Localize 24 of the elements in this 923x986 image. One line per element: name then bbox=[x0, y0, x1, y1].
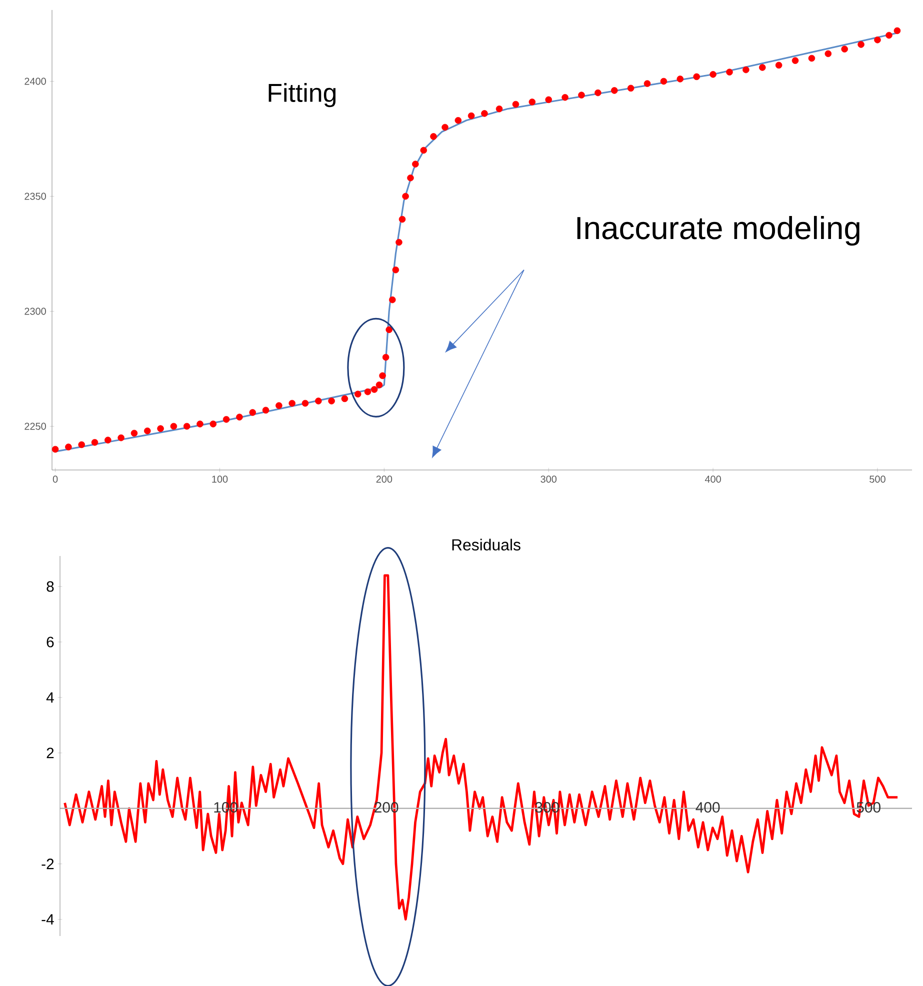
chart-title: Residuals bbox=[452, 538, 520, 550]
y-tick-label: 2400 bbox=[24, 78, 46, 85]
x-tick-label: 100 bbox=[212, 476, 228, 483]
annotation: Fitting bbox=[268, 83, 336, 108]
x-tick-label: 200 bbox=[376, 476, 392, 483]
y-tick-label: -2 bbox=[42, 858, 54, 870]
y-tick-label: 4 bbox=[46, 692, 54, 703]
x-tick-label: 100 bbox=[214, 802, 238, 813]
x-tick-label: 500 bbox=[870, 476, 886, 483]
y-tick-label: 8 bbox=[46, 581, 54, 592]
y-tick-label: 2300 bbox=[24, 308, 46, 315]
x-tick-label: 0 bbox=[52, 476, 58, 483]
annotation: Inaccurate modeling bbox=[577, 216, 860, 246]
y-tick-label: 2350 bbox=[24, 192, 46, 200]
x-tick-label: 200 bbox=[374, 802, 398, 813]
x-tick-label: 500 bbox=[856, 802, 880, 813]
y-tick-label: 2 bbox=[46, 748, 54, 758]
line-series bbox=[64, 574, 899, 921]
y-tick-label: 2250 bbox=[24, 422, 46, 430]
x-tick-label: 300 bbox=[540, 476, 557, 483]
x-tick-label: 400 bbox=[704, 476, 721, 483]
y-tick-label: 6 bbox=[46, 636, 54, 648]
y-tick-label: -4 bbox=[42, 914, 54, 924]
x-tick-label: 400 bbox=[696, 802, 720, 813]
